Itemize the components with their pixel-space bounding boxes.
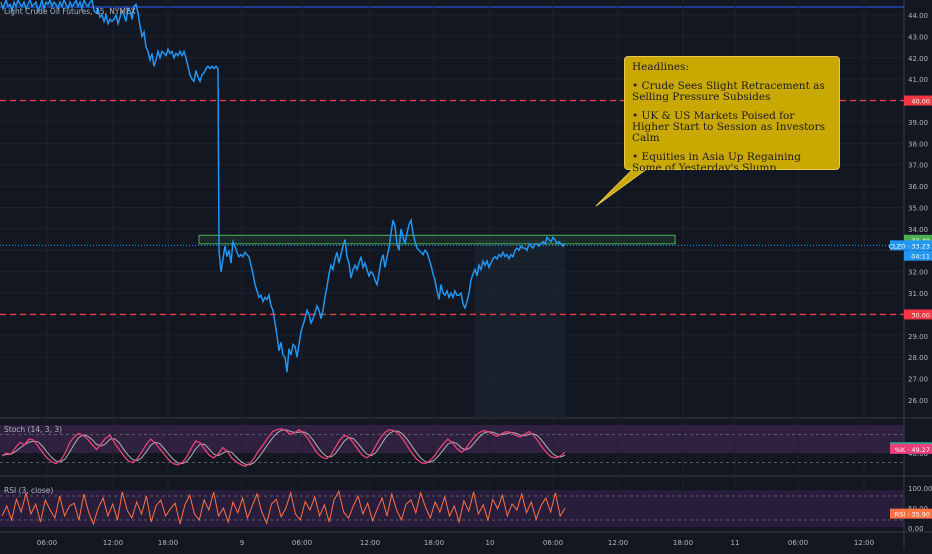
price-tag: 40.00 (904, 95, 932, 106)
time-tick-label: 12:00 (103, 539, 123, 547)
price-tag: 04:11 (904, 250, 932, 261)
support-resistance-zone[interactable] (198, 234, 676, 245)
price-series-line[interactable] (0, 0, 566, 373)
time-tick-label: 06:00 (37, 539, 57, 547)
price-tag: CLZ0 · 33.23 (888, 240, 932, 251)
price-tick-label: 36.00 (908, 183, 928, 191)
price-tag-text: 30.00 (911, 311, 930, 319)
time-tick-label: 9 (240, 539, 244, 547)
time-tick-label: 12:00 (360, 539, 380, 547)
price-tag: %K · 49.27 (890, 443, 932, 454)
rsi-tick-label: 0.00 (908, 525, 924, 533)
price-tick-label: 31.00 (908, 290, 928, 298)
price-tick-label: 35.00 (908, 205, 928, 213)
headlines-annotation[interactable]: Headlines: • Crude Sees Slight Retraceme… (624, 56, 840, 174)
price-tag-background (890, 508, 932, 519)
stoch-tick-label: 40.00 (908, 450, 928, 458)
price-tag-text: RSI · 35.90 (895, 511, 930, 519)
rsi-tick-label: 100.00 (908, 485, 932, 493)
headlines-title: Headlines: (632, 61, 689, 73)
price-tag-text: 04:11 (911, 253, 930, 261)
time-tick-label: 18:00 (673, 539, 693, 547)
price-tag-background (904, 234, 932, 245)
price-tag-background (904, 250, 932, 261)
headline-item: • Equities in Asia Up Regaining Some of … (632, 151, 801, 174)
rsi-title: RSI (3, close) (4, 486, 53, 495)
price-tick-label: 34.00 (908, 226, 928, 234)
price-tag: 30.00 (904, 309, 932, 320)
price-tick-label: 38.00 (908, 140, 928, 148)
time-tick-label: 06:00 (788, 539, 808, 547)
price-tag-background (904, 95, 932, 106)
price-tick-label: 37.00 (908, 162, 928, 170)
price-tag: RSI · 35.90 (890, 508, 932, 519)
price-tick-label: 32.00 (908, 269, 928, 277)
price-tag-background (890, 240, 932, 251)
price-tick-label: 43.00 (908, 33, 928, 41)
price-tag-background (890, 443, 932, 454)
price-tick-label: 42.00 (908, 55, 928, 63)
price-tick-label: 39.00 (908, 119, 928, 127)
time-tick-label: 06:00 (292, 539, 312, 547)
price-tick-label: 44.00 (908, 12, 928, 20)
price-tag-text: 40.00 (911, 98, 930, 106)
time-tick-label: 11 (731, 539, 740, 547)
stoch-band-fill (0, 425, 904, 453)
time-tick-label: 12:00 (608, 539, 628, 547)
time-tick-label: 06:00 (543, 539, 563, 547)
stoch-title: Stoch (14, 3, 3) (4, 425, 62, 434)
price-tick-label: 28.00 (908, 354, 928, 362)
chart-title: Light Crude Oil Futures, 15, NYMEX (4, 7, 136, 16)
recent-session-shade (475, 240, 565, 418)
rsi-line[interactable] (1, 489, 566, 526)
time-tick-label: 18:00 (158, 539, 178, 547)
price-tag-text: %K · 49.27 (895, 446, 930, 454)
price-tick-label: 29.00 (908, 333, 928, 341)
price-tag-background (904, 309, 932, 320)
headline-item: • UK & US Markets Poised for Higher Star… (632, 110, 826, 144)
time-tick-label: 18:00 (424, 539, 444, 547)
rsi-band-fill (0, 490, 904, 527)
price-tick-label: 26.00 (908, 397, 928, 405)
time-tick-label: 12:00 (854, 539, 874, 547)
price-tick-label: 27.00 (908, 376, 928, 384)
time-axis[interactable]: 06:00 12:00 18:00 9 06:00 12:00 18:00 10 06:00 12… (37, 539, 874, 547)
price-tick-label: 41.00 (908, 76, 928, 84)
time-tick-label: 10 (486, 539, 495, 547)
stoch-k-line[interactable] (1, 428, 566, 468)
headline-item: • Crude Sees Slight Retracement as Selli… (632, 80, 825, 103)
price-tag-text: CLZ0 · 33.23 (888, 242, 930, 250)
